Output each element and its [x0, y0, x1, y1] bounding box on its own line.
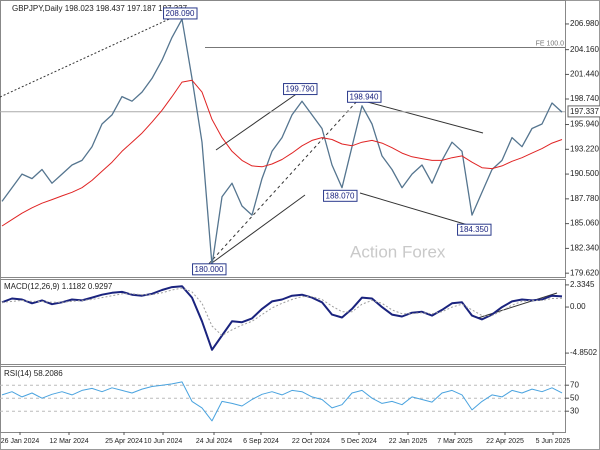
y-tick-label: 70 [570, 380, 579, 389]
y-tick-label: 182.340 [570, 244, 599, 253]
y-tick-label: 30 [570, 406, 579, 415]
last-price-label: 197.337 [570, 107, 599, 116]
x-tick-label: 7 Mar 2025 [437, 438, 473, 445]
label-box [163, 7, 198, 20]
macd-panel [0, 279, 566, 365]
series-line [1, 18, 563, 266]
x-tick-label: 22 Apr 2025 [486, 438, 524, 445]
y-tick-label: 50 [570, 393, 579, 402]
label-box [323, 189, 358, 202]
level-label: 188.070 [326, 191, 355, 200]
series-line [1, 285, 563, 351]
y-tick-label: -4.8502 [570, 348, 598, 357]
trend-line [0, 14, 179, 98]
y-tick-label: 198.740 [570, 94, 599, 103]
label-box [457, 223, 492, 236]
level-label: 184.350 [460, 225, 489, 234]
chart-title: GBPJPY,Daily 198.023 198.437 197.187 197… [12, 4, 188, 13]
fe-level-label: FE 100.0 [536, 40, 565, 47]
y-tick-label: 179.620 [570, 268, 599, 277]
channel-line [204, 194, 306, 269]
level-label: 180.000 [195, 265, 224, 274]
panel-title: RSI(14) 58.2086 [4, 369, 63, 378]
label-box [192, 263, 227, 276]
x-tick-label: 5 Dec 2024 [341, 438, 377, 445]
x-tick-label: 26 Jan 2024 [1, 438, 40, 445]
y-tick-label: 206.980 [570, 19, 599, 28]
series-line [1, 79, 563, 227]
panel-title: MACD(12,26,9) 1.1182 0.9297 [4, 282, 113, 291]
level-label: 198.940 [350, 92, 379, 101]
macd-trend-line [477, 292, 558, 319]
series-line [1, 381, 563, 422]
trend-line [204, 99, 359, 269]
x-tick-label: 12 Mar 2024 [49, 438, 88, 445]
y-tick-label: 204.160 [570, 45, 599, 54]
x-tick-label: 22 Oct 2024 [292, 438, 330, 445]
y-tick-label: 190.500 [570, 169, 599, 178]
level-label: 199.790 [286, 85, 315, 94]
rsi-panel [0, 366, 566, 433]
watermark: Action Forex [350, 242, 446, 261]
price-panel [0, 0, 566, 278]
series-line [1, 287, 563, 336]
x-tick-label: 6 Sep 2024 [243, 438, 279, 445]
y-tick-label: 185.060 [570, 219, 599, 228]
y-tick-label: 187.780 [570, 194, 599, 203]
y-tick-label: 193.220 [570, 144, 599, 153]
label-box [283, 83, 318, 96]
y-tick-label: 0.00 [570, 302, 586, 311]
label-box [347, 90, 382, 103]
channel-line [359, 192, 479, 229]
x-tick-label: 25 Apr 2024 [105, 438, 143, 445]
label-box [567, 105, 600, 118]
x-tick-label: 24 Jul 2024 [196, 438, 232, 445]
channel-line [215, 87, 306, 151]
x-tick-label: 22 Jan 2025 [389, 438, 428, 445]
y-tick-label: 2.3345 [570, 280, 595, 289]
x-tick-label: 5 Jun 2025 [536, 438, 571, 445]
x-tick-label: 10 Jun 2024 [144, 438, 183, 445]
y-tick-label: 201.440 [570, 70, 599, 79]
channel-line [359, 99, 484, 134]
level-label: 208.090 [166, 9, 195, 18]
y-tick-label: 195.940 [570, 120, 599, 129]
